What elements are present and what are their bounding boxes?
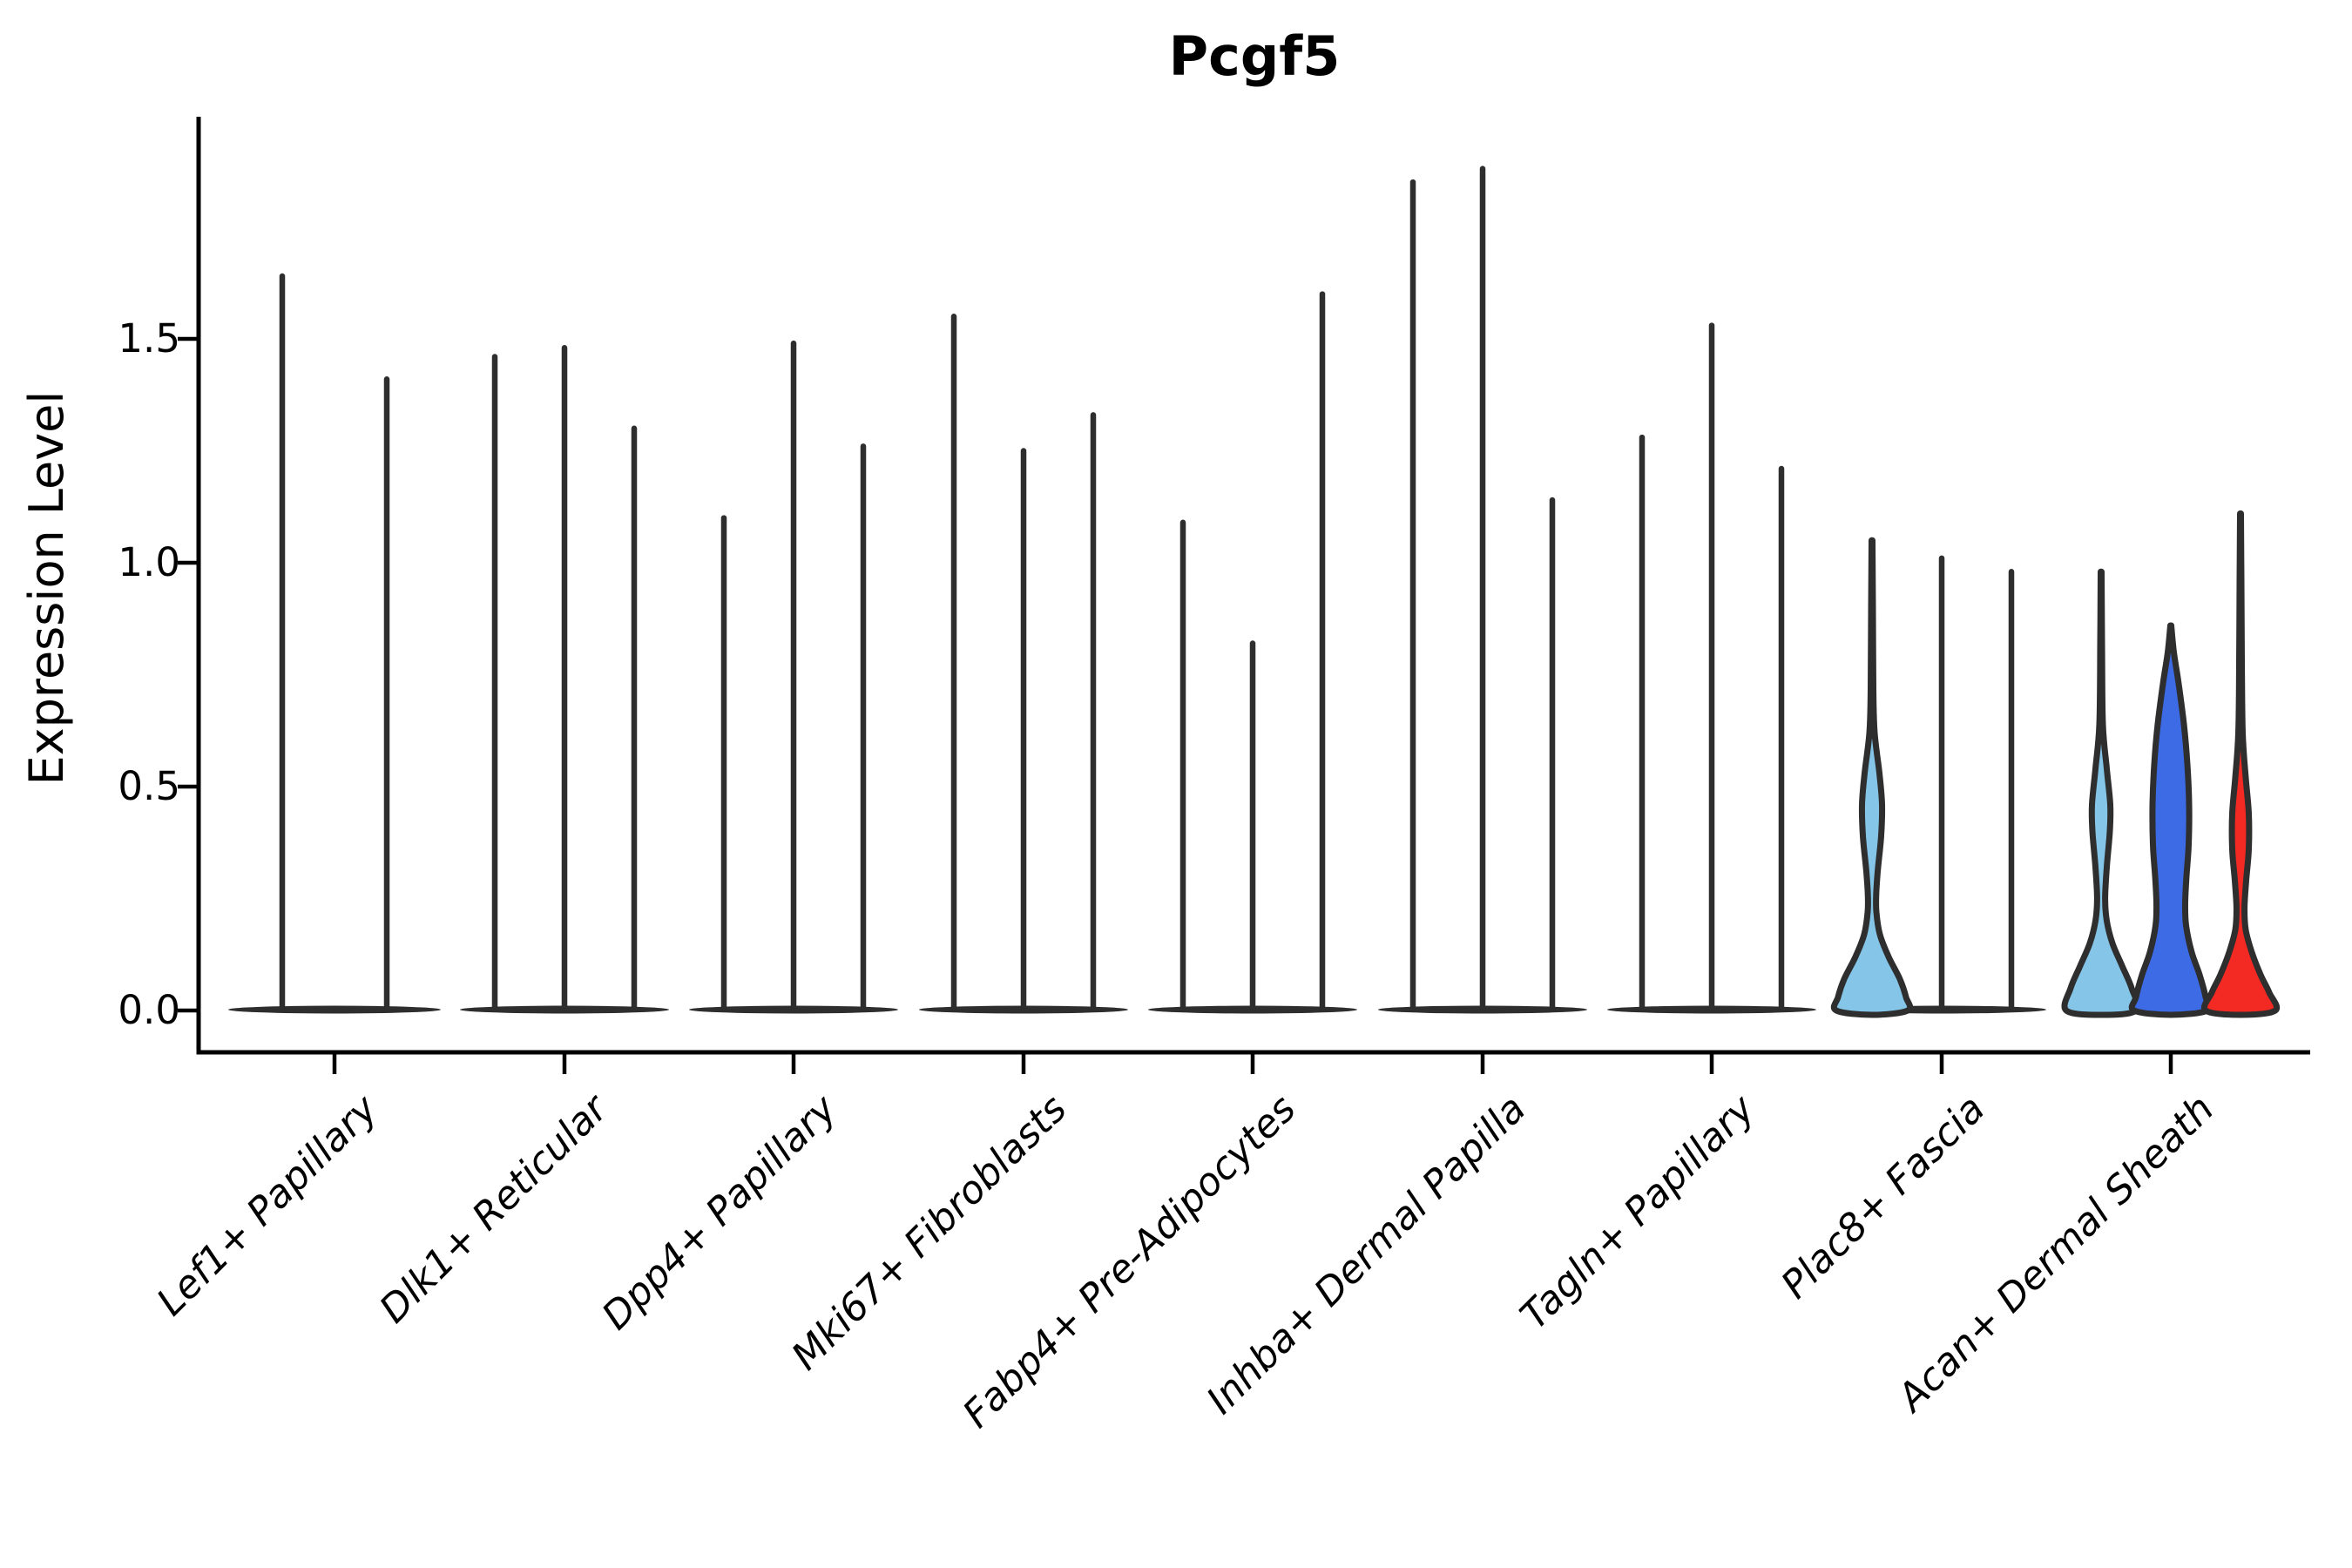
y-tick-label-1.5: 1.5 (118, 315, 180, 362)
violin-baseline-lef1-papillary (228, 1005, 441, 1014)
violin-plac8-fascia-1 (1830, 537, 1914, 1018)
violin-acan-dermal-sheath-2 (2128, 622, 2213, 1018)
y-tick-label-0.5: 0.5 (118, 763, 180, 809)
y-tick-label-1.0: 1.0 (118, 539, 180, 585)
chart-title: Pcgf5 (1168, 24, 1341, 88)
violin-acan-dermal-sheath-1 (2061, 568, 2141, 1018)
violin-acan-dermal-sheath-3 (2200, 510, 2281, 1018)
y-tick-label-0.0: 0.0 (118, 987, 180, 1033)
